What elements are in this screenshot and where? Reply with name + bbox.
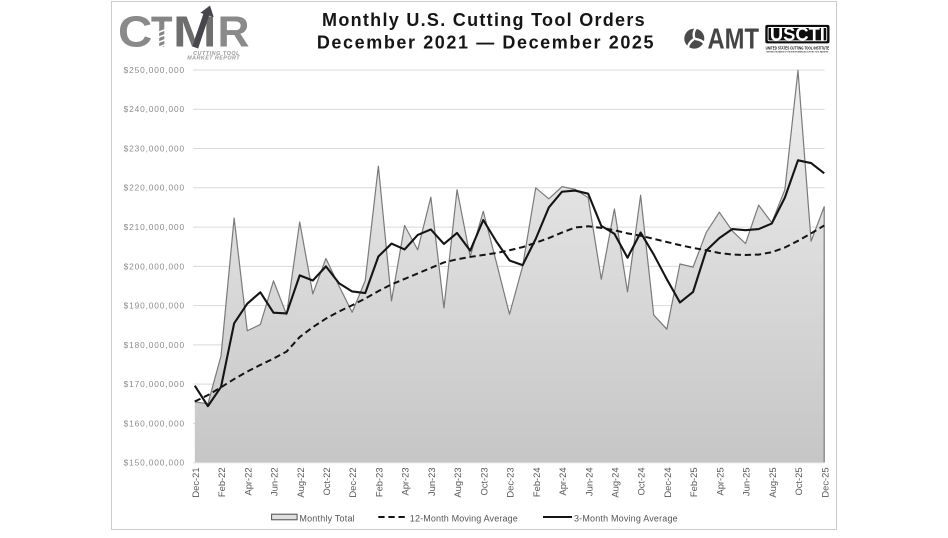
svg-text:MARKET REPORT: MARKET REPORT	[187, 56, 240, 62]
svg-text:Dec-22: Dec-22	[347, 467, 358, 497]
svg-text:Jun-25: Jun-25	[741, 467, 752, 496]
svg-text:Monthly Total: Monthly Total	[299, 513, 354, 523]
svg-text:Dec-23: Dec-23	[505, 467, 516, 497]
svg-text:USCTI: USCTI	[770, 24, 825, 45]
svg-text:Dec-21: Dec-21	[190, 467, 201, 497]
svg-text:Jun-23: Jun-23	[426, 467, 437, 496]
svg-text:Jun-22: Jun-22	[269, 467, 280, 496]
svg-text:$230,000,000: $230,000,000	[124, 143, 185, 153]
svg-text:$190,000,000: $190,000,000	[124, 301, 185, 311]
svg-text:SERVING THE NEEDS OF THE NORTH: SERVING THE NEEDS OF THE NORTH AMERICAN …	[766, 51, 828, 54]
svg-text:3-Month Moving Average: 3-Month Moving Average	[574, 513, 678, 523]
svg-text:T: T	[151, 8, 173, 56]
svg-text:Feb-22: Feb-22	[216, 467, 227, 497]
svg-text:C: C	[118, 8, 152, 56]
svg-text:Oct-25: Oct-25	[793, 467, 804, 495]
svg-text:CUTTING TOOL: CUTTING TOOL	[193, 51, 240, 57]
svg-text:Oct-24: Oct-24	[636, 467, 647, 495]
svg-text:$180,000,000: $180,000,000	[124, 340, 185, 350]
svg-text:Dec-25: Dec-25	[819, 467, 830, 497]
svg-text:12-Month Moving Average: 12-Month Moving Average	[410, 513, 518, 523]
svg-text:R: R	[218, 8, 250, 56]
svg-text:Jun-24: Jun-24	[583, 467, 594, 496]
svg-text:Apr-24: Apr-24	[557, 467, 568, 495]
svg-text:Apr-22: Apr-22	[242, 467, 253, 495]
svg-text:AMT: AMT	[708, 24, 760, 56]
svg-text:Feb-24: Feb-24	[531, 467, 542, 497]
svg-text:Feb-25: Feb-25	[688, 467, 699, 497]
svg-text:$160,000,000: $160,000,000	[124, 418, 185, 428]
svg-text:Aug-25: Aug-25	[767, 467, 778, 497]
svg-text:$200,000,000: $200,000,000	[124, 261, 185, 271]
svg-text:$170,000,000: $170,000,000	[124, 379, 185, 389]
svg-text:Monthly U.S. Cutting Tool Orde: Monthly U.S. Cutting Tool Orders	[322, 10, 646, 30]
svg-text:$250,000,000: $250,000,000	[124, 65, 185, 75]
svg-text:$150,000,000: $150,000,000	[124, 458, 185, 468]
svg-text:Aug-23: Aug-23	[452, 467, 463, 497]
svg-text:December 2021 — December 2025: December 2021 — December 2025	[317, 32, 655, 52]
svg-text:Aug-22: Aug-22	[295, 467, 306, 497]
svg-text:Oct-23: Oct-23	[478, 467, 489, 495]
svg-text:UNITED STATES CUTTING TOOL INS: UNITED STATES CUTTING TOOL INSTITUTE	[766, 45, 830, 50]
svg-text:Apr-23: Apr-23	[400, 467, 411, 495]
svg-text:Apr-25: Apr-25	[714, 467, 725, 495]
svg-text:M: M	[173, 8, 217, 56]
svg-text:Aug-24: Aug-24	[610, 467, 621, 497]
svg-text:$240,000,000: $240,000,000	[124, 104, 185, 114]
svg-text:Feb-23: Feb-23	[373, 467, 384, 497]
svg-text:$220,000,000: $220,000,000	[124, 183, 185, 193]
svg-text:Dec-24: Dec-24	[662, 467, 673, 497]
svg-text:Oct-22: Oct-22	[321, 467, 332, 495]
svg-text:$210,000,000: $210,000,000	[124, 222, 185, 232]
